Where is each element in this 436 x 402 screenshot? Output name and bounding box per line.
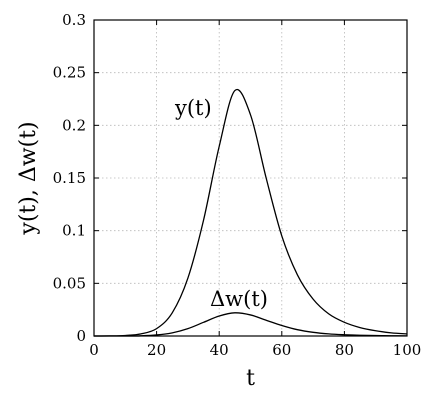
x-tick-label: 80	[335, 341, 354, 359]
y-axis-label: y(t), Δw(t)	[16, 121, 41, 235]
annotation-delta-w: Δw(t)	[210, 287, 268, 311]
series-line-y	[93, 88, 408, 337]
x-tick-label: 60	[272, 341, 291, 359]
x-tick-label: 40	[210, 341, 229, 359]
y-tick-label: 0.1	[62, 222, 86, 240]
grid	[94, 20, 407, 336]
x-axis-label: t	[246, 366, 255, 391]
y-tick-label: 0.25	[53, 64, 86, 82]
x-tick-label: 100	[393, 341, 422, 359]
y-tick-label: 0.3	[62, 11, 86, 29]
y-tick-label: 0.2	[62, 116, 86, 134]
series-line-delta-w	[94, 312, 408, 337]
axis-ticks: 0 20 40 60 80 100 0 0.05 0.1 0.15 0.2 0.25 0.3	[53, 11, 422, 359]
y-tick-label: 0.15	[53, 169, 86, 187]
y-tick-label: 0.05	[53, 274, 86, 292]
x-tick-label: 0	[89, 341, 99, 359]
annotation-y: y(t)	[174, 96, 212, 120]
x-tick-label: 20	[147, 341, 166, 359]
y-tick-label: 0	[76, 327, 86, 345]
